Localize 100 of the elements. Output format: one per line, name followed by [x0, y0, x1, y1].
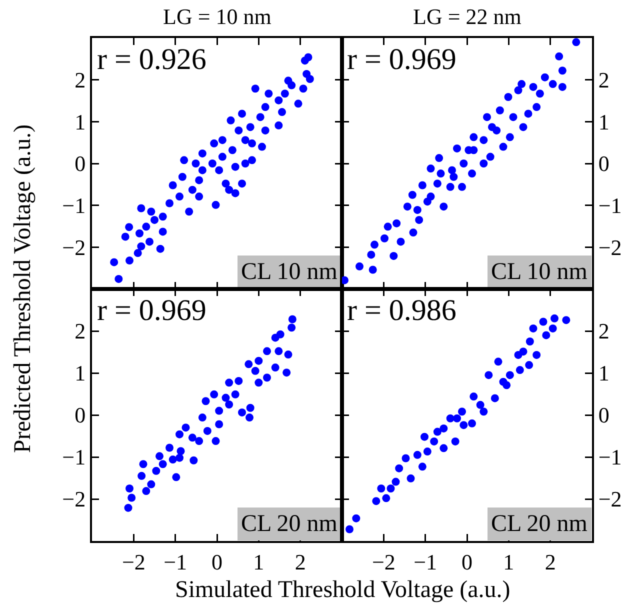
point	[403, 202, 412, 211]
y-tick-label: 2	[74, 318, 86, 344]
x-axis-title: Simulated Threshold Voltage (a.u.)	[175, 577, 510, 603]
point	[176, 447, 185, 456]
point	[380, 234, 388, 242]
y-tick-label: 1	[598, 109, 610, 134]
point	[524, 110, 532, 118]
point	[446, 182, 454, 191]
point	[476, 400, 484, 409]
y-tick-label: −1	[598, 193, 622, 218]
point	[168, 456, 177, 464]
point	[128, 494, 136, 502]
y-tick-label: 0	[598, 402, 610, 428]
point	[246, 404, 254, 412]
point	[402, 454, 410, 462]
point	[532, 103, 541, 112]
point	[558, 82, 566, 91]
point	[492, 126, 501, 134]
point	[460, 160, 468, 168]
point	[210, 390, 218, 398]
point	[433, 428, 442, 436]
point	[395, 464, 404, 472]
point	[202, 397, 210, 406]
point	[276, 330, 284, 338]
point	[156, 452, 164, 460]
x-tick-label: 1	[503, 549, 514, 574]
point	[562, 316, 570, 324]
point	[195, 437, 204, 446]
point	[518, 80, 526, 88]
point	[496, 106, 504, 114]
point	[529, 324, 538, 332]
y-tick-label: 0	[598, 151, 610, 176]
point	[238, 408, 246, 416]
point	[138, 472, 146, 480]
point	[539, 318, 548, 326]
point	[172, 473, 180, 482]
point	[372, 497, 380, 506]
y-tick-label: 0	[74, 402, 86, 428]
x-tick-label: −1	[164, 549, 188, 574]
point	[392, 219, 401, 228]
point	[458, 182, 466, 191]
point	[346, 525, 354, 534]
point	[453, 414, 461, 422]
point	[519, 348, 528, 356]
point	[166, 444, 174, 452]
point	[158, 460, 167, 468]
point	[190, 456, 198, 464]
point	[548, 324, 557, 332]
point	[254, 378, 263, 387]
point	[504, 92, 512, 101]
y-tick-label: −2	[62, 234, 86, 260]
point	[525, 361, 534, 370]
y-tick-label: 2	[74, 68, 86, 93]
annotation: r = 0.969	[97, 294, 206, 327]
point	[152, 466, 160, 475]
y-tick-label: −2	[598, 486, 622, 512]
point	[440, 444, 448, 452]
point	[222, 394, 230, 402]
point	[288, 324, 296, 332]
point	[212, 437, 220, 446]
point	[396, 238, 405, 246]
point	[176, 454, 184, 462]
point	[215, 420, 224, 428]
y-tick-label: −1	[598, 444, 622, 470]
annotation: CL 10 nm	[241, 259, 338, 285]
point	[532, 350, 541, 359]
annotation: CL 10 nm	[491, 259, 588, 285]
point	[188, 434, 196, 442]
point	[415, 216, 424, 224]
point	[555, 52, 564, 60]
point	[413, 450, 422, 459]
point	[382, 494, 390, 502]
point	[470, 133, 478, 142]
y-axis-title: Predicted Threshold Voltage (a.u.)	[10, 124, 36, 453]
point	[426, 192, 435, 201]
point	[284, 350, 292, 359]
point	[426, 164, 435, 173]
point	[356, 262, 364, 270]
point	[263, 347, 271, 356]
point	[271, 364, 280, 372]
point	[406, 474, 415, 482]
x-tick-label: −2	[122, 549, 146, 574]
point	[282, 368, 291, 377]
point	[480, 160, 488, 168]
x-tick-label: 2	[294, 549, 306, 574]
point	[203, 426, 212, 435]
point	[436, 170, 445, 178]
point	[509, 113, 518, 122]
point	[139, 460, 148, 468]
point	[435, 154, 444, 162]
point	[480, 136, 488, 144]
point	[420, 432, 428, 441]
point	[526, 338, 534, 346]
x-tick-label: 2	[544, 549, 556, 574]
annotation: CL 20 nm	[491, 511, 588, 537]
point	[251, 366, 260, 375]
point	[468, 170, 476, 178]
point	[384, 222, 392, 231]
point	[499, 378, 508, 386]
point	[126, 484, 134, 492]
